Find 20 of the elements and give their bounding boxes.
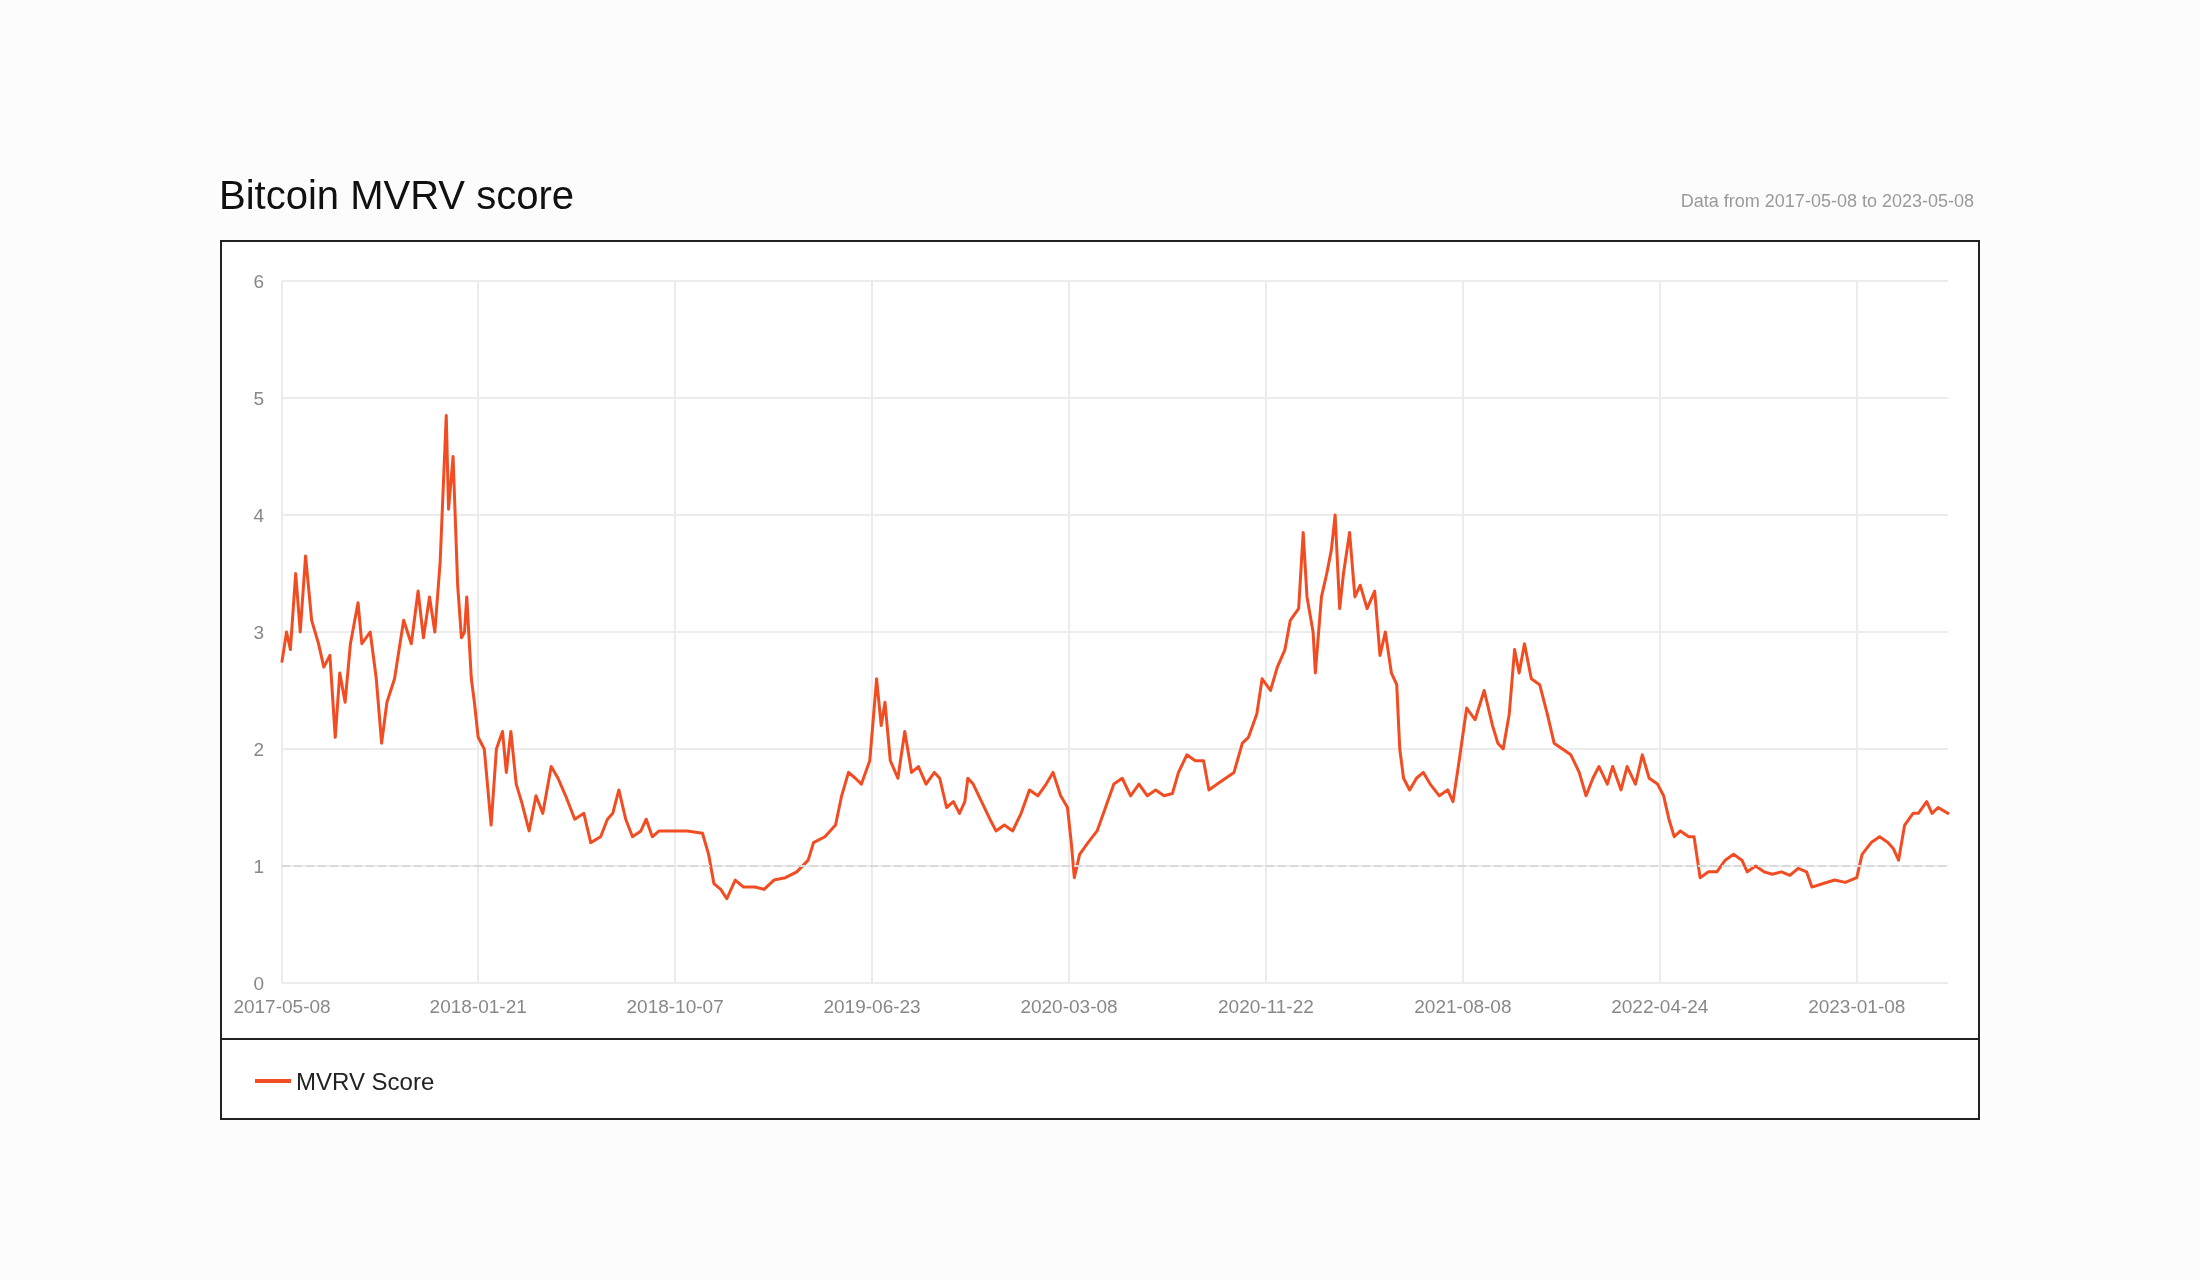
y-tick-label: 6	[253, 270, 264, 292]
y-tick-label: 1	[253, 855, 264, 877]
x-tick-label: 2019-06-23	[823, 996, 921, 1017]
legend-label: MVRV Score	[296, 1067, 435, 1095]
text: Data from 2017-05-08 to 2023-05-08	[1680, 191, 1974, 211]
x-tick-label: 2018-01-21	[429, 996, 527, 1017]
y-tick-label: 3	[253, 621, 264, 643]
x-tick-label: 2020-11-22	[1218, 996, 1314, 1017]
x-tick-label: 2023-01-08	[1808, 996, 1906, 1017]
x-tick-label: 2021-08-08	[1414, 996, 1512, 1017]
y-tick-label: 5	[253, 387, 264, 409]
y-tick-label: 0	[253, 972, 264, 994]
x-tick-label: 2020-03-08	[1020, 996, 1118, 1017]
y-tick-label: 2	[253, 738, 264, 760]
x-tick-label: 2018-10-07	[626, 996, 724, 1017]
chart-title: Bitcoin MVRV score	[219, 173, 574, 217]
line-series	[280, 414, 1950, 901]
y-tick-label: 4	[253, 504, 265, 526]
x-tick-label: 2017-05-08	[233, 996, 331, 1017]
x-tick-label: 2022-04-24	[1611, 996, 1709, 1017]
